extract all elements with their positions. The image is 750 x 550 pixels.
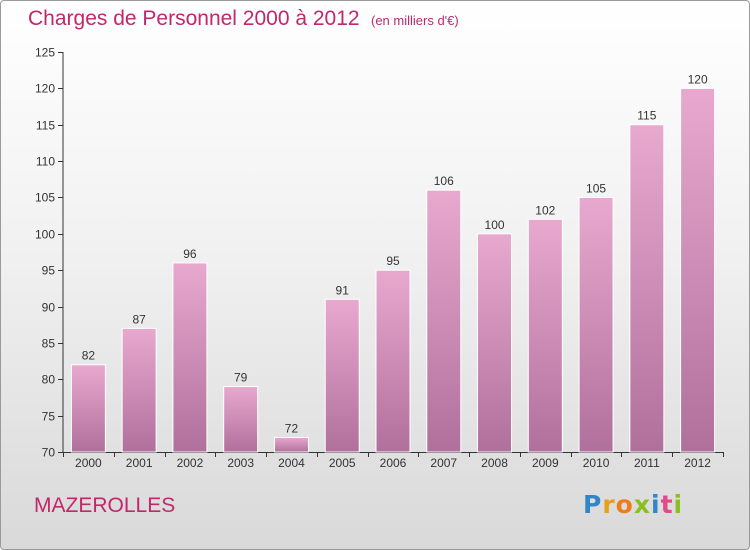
logo-letter: i: [673, 490, 684, 519]
bar-2003[interactable]: [223, 386, 259, 453]
x-tick-label: 2012: [684, 456, 711, 470]
x-tick-label: 2003: [227, 456, 254, 470]
commune-name: MAZEROLLES: [34, 494, 176, 517]
data-label-2003: 79: [234, 371, 248, 385]
y-tick-label: 70: [42, 446, 56, 460]
y-tick-label: 80: [42, 373, 56, 387]
y-tick-label: 85: [42, 337, 56, 351]
bar-2012[interactable]: [680, 87, 716, 453]
data-label-2001: 87: [132, 312, 146, 326]
x-tick-label: 2006: [380, 456, 407, 470]
x-tick-label: 2001: [126, 456, 153, 470]
logo-letter: P: [583, 490, 603, 519]
logo-letter: x: [633, 490, 651, 519]
y-axis: 70 75 80 85 90 95 100 105 110 115 120 125: [35, 46, 64, 460]
y-tick-label: 100: [35, 228, 55, 242]
x-tick-label: 2004: [278, 456, 305, 470]
data-label-2006: 95: [386, 254, 400, 268]
x-tick-label: 2010: [583, 456, 610, 470]
bar-2008[interactable]: [477, 233, 513, 453]
data-label-2007: 106: [434, 174, 454, 188]
y-tick-label: 105: [35, 191, 55, 205]
y-tick-label: 75: [42, 410, 56, 424]
data-label-2010: 105: [586, 181, 606, 195]
bar-2011[interactable]: [629, 124, 665, 453]
bar-2001[interactable]: [121, 327, 157, 453]
bar-2004[interactable]: [273, 436, 309, 453]
data-label-2012: 120: [688, 72, 708, 86]
data-label-2000: 82: [82, 349, 96, 363]
y-tick-label: 95: [42, 264, 56, 278]
x-tick-label: 2011: [634, 456, 660, 470]
x-tick-label: 2005: [329, 456, 356, 470]
data-label-2011: 115: [637, 109, 656, 123]
x-tick-label: 2008: [481, 456, 508, 470]
bar-2007[interactable]: [426, 189, 462, 453]
chart-title: Charges de Personnel 2000 à 2012: [28, 7, 360, 30]
chart-subtitle: (en milliers d'€): [371, 13, 459, 28]
y-tick-label: 125: [35, 46, 55, 60]
bar-2006[interactable]: [375, 269, 411, 453]
x-tick-label: 2009: [532, 456, 559, 470]
bar-2002[interactable]: [172, 262, 208, 453]
bar-2009[interactable]: [527, 218, 563, 453]
data-label-2005: 91: [336, 283, 350, 297]
logo-letter: o: [615, 490, 634, 519]
data-label-2002: 96: [183, 247, 197, 261]
x-tick-label: 2000: [75, 456, 102, 470]
logo-letter: t: [660, 490, 674, 519]
bars: [70, 87, 716, 453]
x-axis: 2000 2001 2002 2003 2004 2005 2006 2007 2008 2009…: [63, 452, 724, 470]
y-tick-label: 115: [36, 119, 55, 133]
y-tick-label: 110: [36, 155, 55, 169]
x-tick-label: 2007: [430, 456, 457, 470]
y-tick-label: 90: [42, 301, 56, 315]
data-labels: 82 87 96 79 72 91 95 106 100 102 105 115 120: [82, 72, 708, 435]
bar-2005[interactable]: [324, 298, 360, 453]
x-tick-label: 2002: [177, 456, 204, 470]
data-label-2008: 100: [485, 218, 505, 232]
bar-2010[interactable]: [578, 196, 614, 453]
bar-2000[interactable]: [70, 364, 106, 453]
logo-letter: r: [602, 490, 616, 519]
data-label-2004: 72: [285, 421, 299, 435]
logo-letter: i: [651, 490, 661, 519]
proxiti-logo[interactable]: Proxiti: [583, 490, 683, 519]
y-tick-label: 120: [35, 82, 55, 96]
data-label-2009: 102: [535, 203, 555, 217]
